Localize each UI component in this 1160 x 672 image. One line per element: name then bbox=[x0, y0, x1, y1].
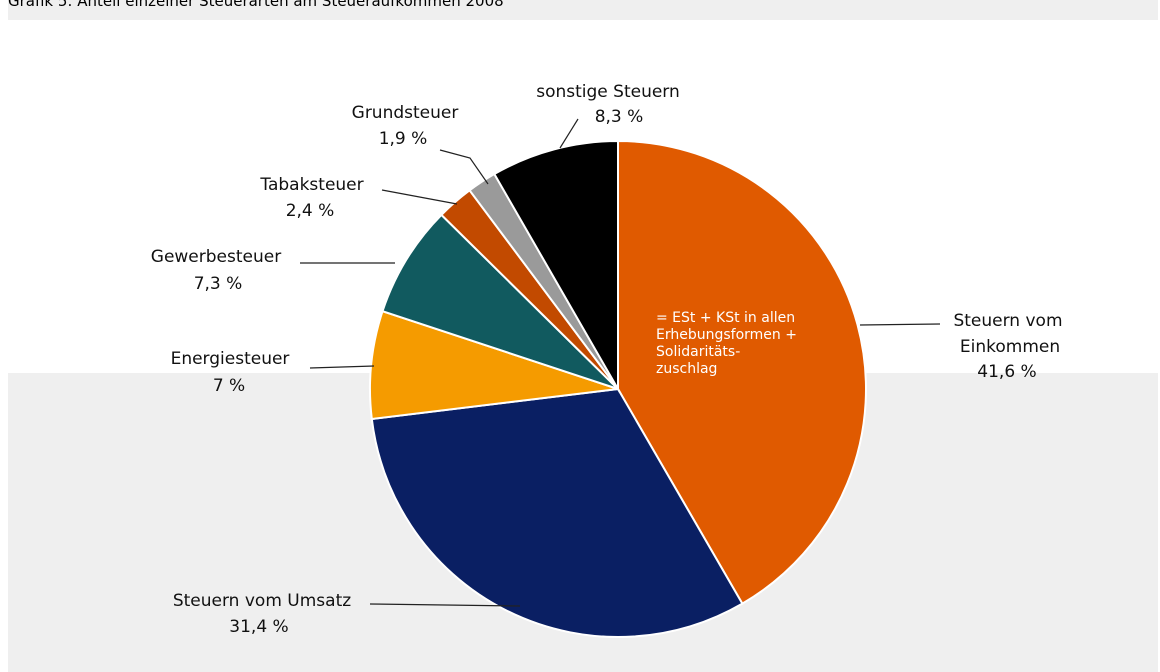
slice-value-label: 7,3 % bbox=[194, 274, 243, 294]
leader-line bbox=[559, 118, 579, 149]
annotation-line-3: Solidaritäts- bbox=[656, 344, 740, 360]
leader-lines bbox=[300, 118, 941, 607]
slice-name-label: Energiesteuer bbox=[171, 349, 290, 369]
slice-value-label: 8,3 % bbox=[595, 107, 644, 127]
leader-line bbox=[859, 323, 941, 326]
pie-slice-steuern-vom-umsatz bbox=[370, 387, 744, 638]
title-band: Grafik 5: Anteil einzelner Steuerarten a… bbox=[8, 0, 1158, 20]
pie-slice-energiesteuer bbox=[369, 309, 619, 421]
slice-labels: Steuern vom Einkommen 41,6 % Steuern vom Um… bbox=[151, 82, 1063, 637]
slice-value-label: 2,4 % bbox=[286, 201, 335, 221]
income-tax-annotation: = ESt + KSt in allen Erhebungsformen + S… bbox=[656, 310, 801, 377]
slice-value-label: 41,6 % bbox=[977, 362, 1036, 382]
leader-line bbox=[369, 603, 521, 607]
chart-title: Grafik 5: Anteil einzelner Steuerarten a… bbox=[8, 0, 504, 10]
annotation-line-2: Erhebungsformen + bbox=[656, 327, 797, 343]
pie-slice-sonstige-steuern bbox=[492, 139, 619, 393]
pie-slices bbox=[369, 139, 867, 638]
pie-slice-steuern-vom-einkommen bbox=[617, 139, 867, 605]
annotation-line-1: = ESt + KSt in allen bbox=[656, 310, 795, 326]
slice-name-label: sonstige Steuern bbox=[536, 82, 680, 102]
slice-name-label: Steuern vom bbox=[953, 311, 1062, 331]
slice-value-label: 1,9 % bbox=[379, 129, 428, 149]
pie-slice-gewerbesteuer bbox=[381, 213, 619, 390]
slice-name-label: Gewerbesteuer bbox=[151, 247, 281, 267]
slice-name-label: Steuern vom Umsatz bbox=[173, 591, 351, 611]
leader-line bbox=[381, 189, 458, 205]
leader-line bbox=[309, 365, 375, 369]
slice-value-label: 31,4 % bbox=[229, 617, 288, 637]
slice-name-label: Einkommen bbox=[960, 337, 1060, 357]
slice-name-label: Tabaksteuer bbox=[259, 175, 363, 195]
slice-value-label: 7 % bbox=[213, 376, 245, 396]
slice-name-label: Grundsteuer bbox=[352, 103, 459, 123]
leader-line bbox=[439, 149, 489, 185]
annotation-line-4: zuschlag bbox=[656, 361, 717, 377]
